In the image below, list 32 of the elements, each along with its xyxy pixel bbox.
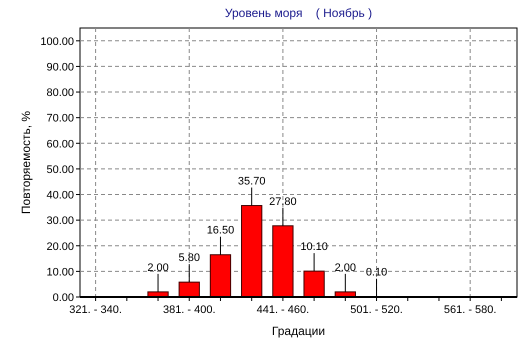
y-tick-label: 0.00 xyxy=(52,292,74,304)
chart-title: Уровень моря ( Ноябрь ) xyxy=(224,6,372,20)
data-label: 2.00 xyxy=(147,262,169,274)
bar xyxy=(272,225,294,298)
data-label: 16.50 xyxy=(206,224,234,237)
data-label: 10.10 xyxy=(300,241,328,254)
data-label: 5.80 xyxy=(178,252,200,264)
y-tick-label: 30.00 xyxy=(46,215,74,228)
y-tick-label: 70.00 xyxy=(46,112,74,125)
y-tick-label: 40.00 xyxy=(46,190,74,202)
y-tick-label: 50.00 xyxy=(46,164,74,176)
x-tick-label: 561. - 580. xyxy=(444,304,496,316)
data-label: 0.10 xyxy=(366,266,388,279)
y-tick-label: 100.00 xyxy=(40,36,74,48)
y-tick-label: 10.00 xyxy=(46,266,74,278)
x-axis-title: Градации xyxy=(272,324,326,338)
x-tick-label: 381. - 400. xyxy=(162,304,216,316)
y-tick-label: 20.00 xyxy=(46,240,74,253)
y-tick-label: 60.00 xyxy=(46,138,74,150)
bar xyxy=(210,254,232,298)
x-tick-label: 501. - 520. xyxy=(350,304,403,316)
bar xyxy=(303,270,325,298)
data-label: 2.00 xyxy=(334,262,356,274)
bar xyxy=(241,205,262,298)
bar xyxy=(178,282,200,298)
data-label: 35.70 xyxy=(238,176,266,188)
y-axis-title: Повторяемость, % xyxy=(19,110,33,214)
data-label: 27.80 xyxy=(269,196,297,208)
y-tick-label: 80.00 xyxy=(46,87,74,100)
x-tick-label: 441. - 460. xyxy=(256,304,310,316)
y-tick-label: 90.00 xyxy=(46,61,74,74)
x-tick-label: 321. - 340. xyxy=(69,304,122,316)
